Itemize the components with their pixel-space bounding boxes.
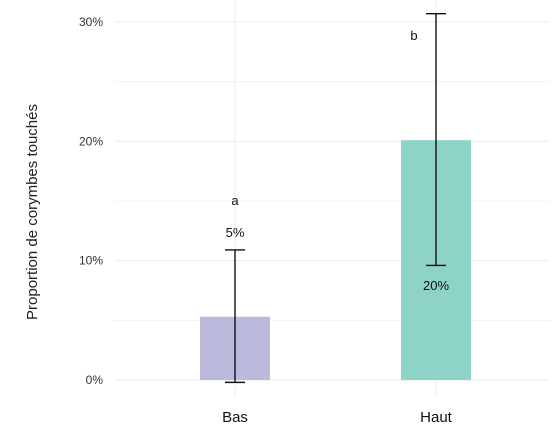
significance-letter: a	[231, 193, 239, 208]
data-label: 5%	[226, 225, 245, 240]
data-label: 20%	[423, 278, 449, 293]
y-tick-label: 20%	[79, 134, 103, 148]
x-tick-label: Haut	[420, 409, 453, 426]
error-bars	[225, 12, 446, 384]
bars	[200, 140, 471, 380]
x-tick-label: Bas	[222, 409, 248, 426]
y-axis-label: Proportion de corymbes touchés	[24, 104, 41, 320]
y-tick-label: 30%	[79, 15, 103, 29]
grid	[115, 0, 549, 397]
significance-letter: b	[410, 28, 417, 43]
labels: 0% 10% 20% 30% Bas 5% a Haut 20% b	[79, 15, 453, 426]
y-tick-label: 10%	[79, 254, 103, 268]
y-tick-label: 0%	[86, 373, 104, 387]
